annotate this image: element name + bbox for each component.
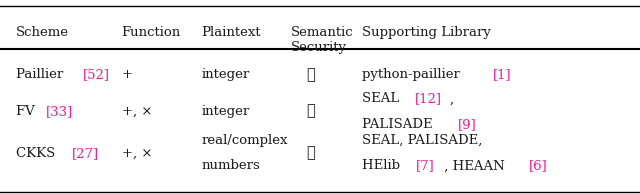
Text: [9]: [9] xyxy=(458,118,477,131)
Text: [33]: [33] xyxy=(45,105,73,118)
Text: [52]: [52] xyxy=(83,68,109,81)
Text: +, ×: +, × xyxy=(122,105,152,118)
Text: ✓: ✓ xyxy=(306,146,315,160)
Text: [7]: [7] xyxy=(416,159,435,172)
Text: real/complex: real/complex xyxy=(202,134,288,147)
Text: +, ×: +, × xyxy=(122,147,152,160)
Text: SEAL, PALISADE,: SEAL, PALISADE, xyxy=(362,134,482,147)
Text: integer: integer xyxy=(202,68,250,81)
Text: PALISADE: PALISADE xyxy=(362,118,436,131)
Text: ✓: ✓ xyxy=(306,68,315,82)
Text: Semantic
Security: Semantic Security xyxy=(291,26,354,54)
Text: [1]: [1] xyxy=(493,68,512,81)
Text: HElib: HElib xyxy=(362,159,404,172)
Text: Supporting Library: Supporting Library xyxy=(362,26,490,39)
Text: ,: , xyxy=(450,92,454,106)
Text: ✓: ✓ xyxy=(306,105,315,119)
Text: FV: FV xyxy=(16,105,39,118)
Text: integer: integer xyxy=(202,105,250,118)
Text: CKKS: CKKS xyxy=(16,147,60,160)
Text: Scheme: Scheme xyxy=(16,26,69,39)
Text: [12]: [12] xyxy=(415,92,442,106)
Text: , HEAAN: , HEAAN xyxy=(440,159,509,172)
Text: Plaintext: Plaintext xyxy=(202,26,261,39)
Text: +: + xyxy=(122,68,132,81)
Text: [27]: [27] xyxy=(72,147,99,160)
Text: [6]: [6] xyxy=(529,159,548,172)
Text: python-paillier: python-paillier xyxy=(362,68,464,81)
Text: numbers: numbers xyxy=(202,159,260,172)
Text: Paillier: Paillier xyxy=(16,68,67,81)
Text: Function: Function xyxy=(122,26,181,39)
Text: SEAL: SEAL xyxy=(362,92,403,106)
